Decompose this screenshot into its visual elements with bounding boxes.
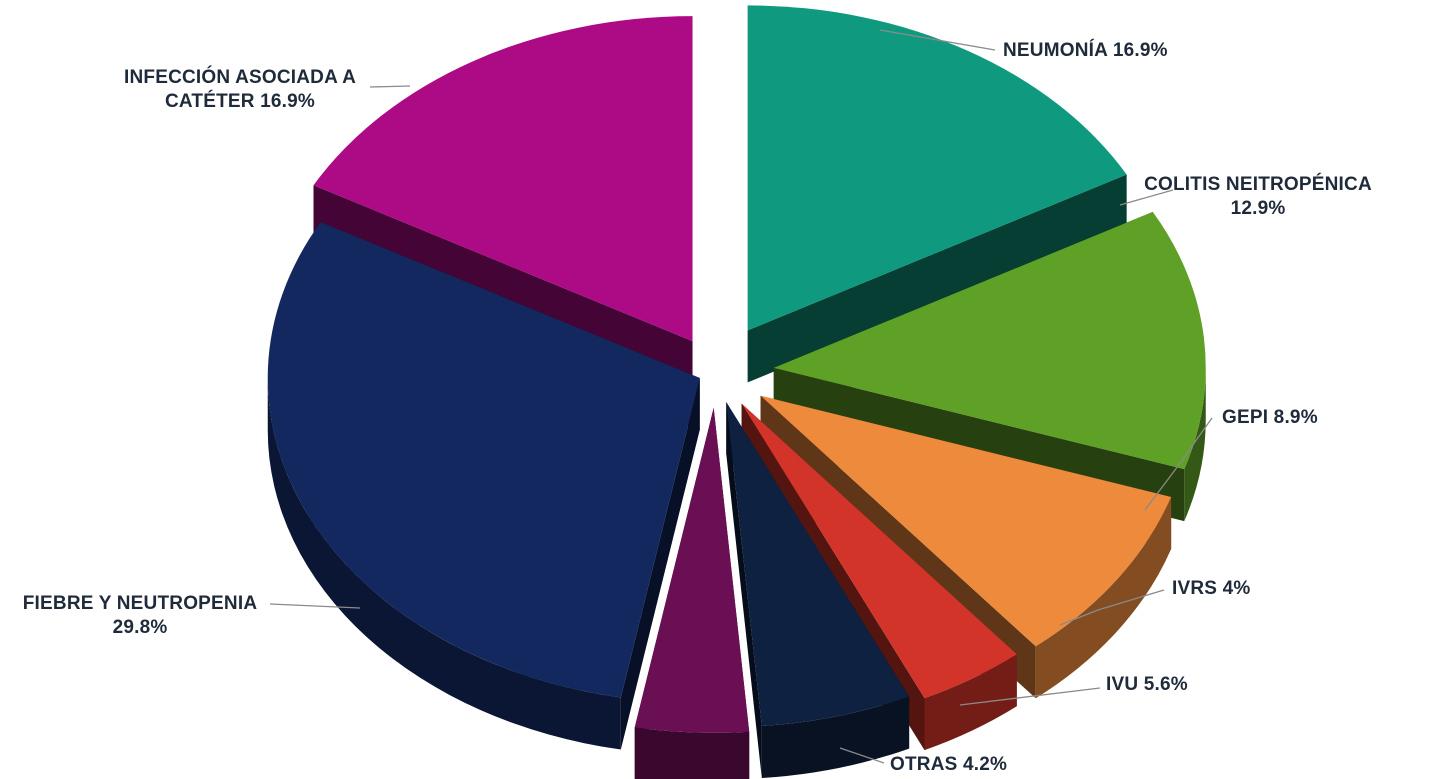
data-label-line-3-0: IVRS 4% (1172, 578, 1251, 599)
pie-slice-infección-asociada-a-catéter (313, 16, 693, 342)
data-label-line-6-1: 29.8% (113, 617, 168, 638)
data-label-3: IVRS 4% (1172, 578, 1251, 599)
data-label-line-4-0: IVU 5.6% (1106, 674, 1188, 695)
leader-line-1 (1119, 189, 1174, 206)
data-label-7: INFECCIÓN ASOCIADA A CATÉTER 16.9% (124, 66, 356, 112)
pie-slice-colitis-neitropénica (773, 211, 1206, 470)
data-label-1: COLITIS NEITROPÉNICA 12.9% (1144, 173, 1372, 219)
slice-outer-wall-6-0 (267, 378, 621, 750)
data-label-0: NEUMONÍA 16.9% (1003, 39, 1168, 61)
data-label-2: GEPI 8.9% (1222, 407, 1318, 428)
pie-slice-ivrs (741, 403, 1017, 699)
pie-slice-neumonía (747, 5, 1127, 331)
leader-line-0 (879, 29, 996, 51)
data-label-4: IVU 5.6% (1106, 674, 1188, 695)
data-label-line-1-1: 12.9% (1231, 198, 1286, 219)
data-label-line-6-0: FIEBRE Y NEUTROPENIA (23, 593, 258, 614)
slice-side-face-0-1 (747, 174, 1127, 383)
slice-side-face-4-1 (726, 402, 762, 779)
data-label-6: FIEBRE Y NEUTROPENIA 29.8% (23, 593, 258, 638)
pie-slice-gepi (760, 395, 1172, 647)
leader-line-5 (839, 747, 885, 764)
pie-slice-ivu (726, 402, 910, 727)
slice-tops (267, 5, 1206, 733)
data-label-line-0-0: NEUMONÍA 16.9% (1003, 39, 1168, 61)
data-label-line-7-0: INFECCIÓN ASOCIADA A (124, 66, 356, 88)
slice-outer-wall-3-0 (924, 654, 1017, 751)
leader-line-4 (959, 687, 1101, 706)
pie-slice-otras (634, 407, 750, 733)
leader-line-3 (1059, 589, 1165, 626)
slice-outer-wall-2-0 (1035, 496, 1172, 699)
data-label-line-7-1: CATÉTER 16.9% (165, 90, 315, 112)
slice-outer-wall-5-0 (634, 727, 750, 779)
leader-line-6 (269, 603, 361, 609)
slice-labels: NEUMONÍA 16.9% COLITIS NEITROPÉNICA 12.9% G… (23, 29, 1372, 775)
slice-outer-wall-4-0 (761, 696, 910, 779)
data-label-line-2-0: GEPI 8.9% (1222, 407, 1318, 428)
leader-line-7 (369, 85, 411, 88)
data-label-5: OTRAS 4.2% (890, 754, 1007, 775)
leader-line-2 (1144, 417, 1213, 511)
data-label-line-1-0: COLITIS NEITROPÉNICA (1144, 173, 1372, 195)
slice-side-face-6-0 (620, 378, 700, 750)
slice-outer-wall-1-0 (1184, 367, 1206, 522)
pie-slice-fiebre-y-neutropenia (267, 222, 700, 698)
data-label-line-5-0: OTRAS 4.2% (890, 754, 1007, 775)
